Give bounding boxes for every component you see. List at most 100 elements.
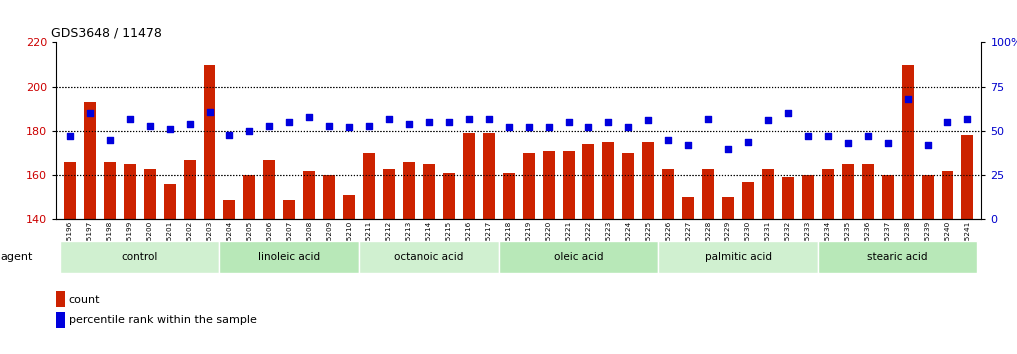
Point xyxy=(660,137,676,143)
Bar xyxy=(742,182,754,219)
Bar xyxy=(343,195,355,219)
Point xyxy=(740,139,757,144)
Bar xyxy=(104,162,116,219)
Point xyxy=(581,125,597,130)
Bar xyxy=(801,175,814,219)
Point xyxy=(341,125,357,130)
Bar xyxy=(682,197,695,219)
Bar xyxy=(498,241,658,273)
Point xyxy=(840,141,856,146)
Bar xyxy=(83,102,96,219)
Point xyxy=(440,119,457,125)
Point xyxy=(940,119,956,125)
Point xyxy=(102,137,118,143)
Bar xyxy=(842,164,853,219)
Point xyxy=(859,133,876,139)
Point xyxy=(81,110,98,116)
Bar xyxy=(56,291,65,307)
Bar xyxy=(164,184,176,219)
Text: octanoic acid: octanoic acid xyxy=(395,252,464,262)
Bar xyxy=(64,162,76,219)
Text: palmitic acid: palmitic acid xyxy=(705,252,772,262)
Point xyxy=(899,96,915,102)
Bar xyxy=(224,200,236,219)
Point xyxy=(640,118,656,123)
Bar xyxy=(203,64,216,219)
Bar xyxy=(263,160,276,219)
Text: percentile rank within the sample: percentile rank within the sample xyxy=(69,315,256,325)
Point xyxy=(381,116,398,121)
Point xyxy=(181,121,197,127)
Bar xyxy=(243,175,255,219)
Point xyxy=(540,125,556,130)
Bar xyxy=(782,177,794,219)
Point xyxy=(500,125,517,130)
Bar xyxy=(423,164,435,219)
Bar xyxy=(543,151,554,219)
Point xyxy=(600,119,616,125)
Point xyxy=(361,123,377,129)
Point xyxy=(799,133,816,139)
Bar xyxy=(463,133,475,219)
Bar xyxy=(523,153,535,219)
Point xyxy=(62,133,78,139)
Bar xyxy=(323,175,336,219)
Point xyxy=(401,121,417,127)
Point xyxy=(122,116,138,121)
Bar xyxy=(483,133,494,219)
Point xyxy=(301,114,317,120)
Point xyxy=(162,126,178,132)
Text: linoleic acid: linoleic acid xyxy=(258,252,320,262)
Bar xyxy=(942,171,954,219)
Text: control: control xyxy=(121,252,158,262)
Point xyxy=(521,125,537,130)
Bar xyxy=(702,169,714,219)
Bar xyxy=(359,241,498,273)
Point xyxy=(201,109,218,114)
Bar xyxy=(662,169,674,219)
Bar xyxy=(961,135,973,219)
Bar xyxy=(658,241,818,273)
Bar xyxy=(818,241,977,273)
Bar xyxy=(184,160,195,219)
Text: stearic acid: stearic acid xyxy=(868,252,928,262)
Bar xyxy=(861,164,874,219)
Point xyxy=(222,132,238,137)
Text: oleic acid: oleic acid xyxy=(553,252,603,262)
Bar xyxy=(622,153,635,219)
Bar xyxy=(722,197,734,219)
Text: count: count xyxy=(69,295,100,305)
Bar xyxy=(442,173,455,219)
Bar xyxy=(403,162,415,219)
Point xyxy=(141,123,158,129)
Bar xyxy=(56,312,65,328)
Point xyxy=(421,119,437,125)
Bar xyxy=(303,171,315,219)
Point xyxy=(461,116,477,121)
Bar xyxy=(220,241,359,273)
Bar xyxy=(502,173,515,219)
Bar xyxy=(583,144,595,219)
Bar xyxy=(643,142,654,219)
Point xyxy=(481,116,497,121)
Point xyxy=(620,125,637,130)
Point xyxy=(321,123,338,129)
Bar xyxy=(124,164,135,219)
Bar xyxy=(921,175,934,219)
Point xyxy=(959,116,975,121)
Bar xyxy=(363,153,375,219)
Point xyxy=(760,118,776,123)
Point xyxy=(820,133,836,139)
Point xyxy=(560,119,577,125)
Point xyxy=(680,142,697,148)
Bar xyxy=(762,169,774,219)
Bar xyxy=(284,200,295,219)
Point xyxy=(780,110,796,116)
Bar xyxy=(602,142,614,219)
Bar xyxy=(562,151,575,219)
Text: agent: agent xyxy=(0,252,33,262)
Point xyxy=(919,142,936,148)
Bar xyxy=(143,169,156,219)
Point xyxy=(880,141,896,146)
Text: GDS3648 / 11478: GDS3648 / 11478 xyxy=(51,27,162,40)
